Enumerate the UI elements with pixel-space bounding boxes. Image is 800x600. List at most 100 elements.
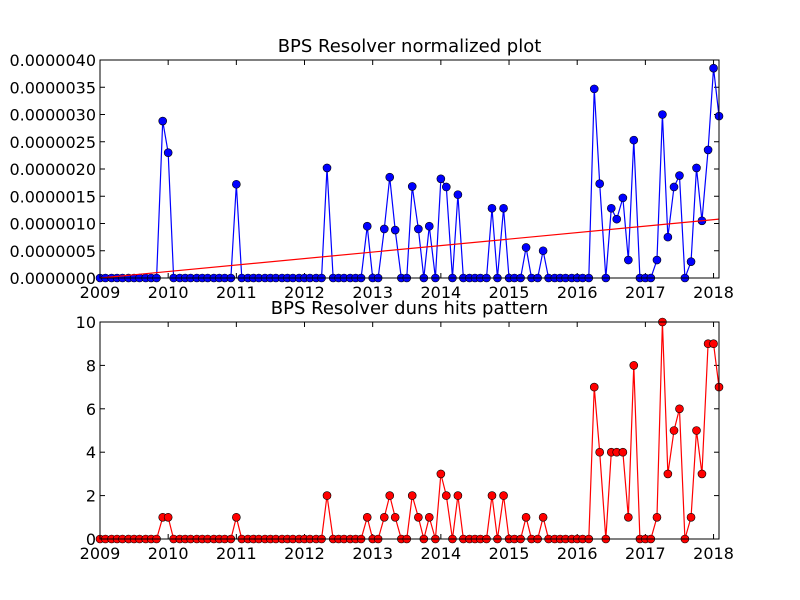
marker: [453, 190, 463, 199]
marker: [487, 203, 497, 213]
marker: [538, 246, 548, 256]
marker: [629, 135, 639, 145]
line: [99, 218, 720, 279]
x-tick-label: 2015: [489, 544, 530, 563]
marker: [362, 512, 372, 522]
marker: [390, 225, 400, 235]
marker: [618, 447, 628, 457]
x-tick-label: 2011: [216, 544, 257, 563]
y-tick-label: 8: [86, 356, 96, 375]
marker: [442, 491, 451, 500]
x-tick-label: 2009: [80, 283, 121, 302]
marker: [595, 447, 604, 457]
marker: [606, 203, 616, 213]
marker: [652, 255, 662, 265]
x-tick-label: 2018: [693, 283, 734, 302]
marker: [589, 84, 599, 94]
marker: [407, 182, 417, 191]
x-tick-label: 2014: [420, 283, 461, 302]
y-tick-label: 0.0000010: [9, 215, 96, 234]
y-tick-label: 0: [86, 530, 96, 549]
plot-frame: [99, 59, 720, 279]
chart-title: BPS Resolver duns hits pattern: [271, 298, 548, 319]
x-tick-label: 2013: [352, 283, 393, 302]
y-tick-label: 0.0000035: [9, 78, 96, 97]
x-tick-label: 2011: [216, 283, 257, 302]
y-tick-label: 0.0000025: [9, 133, 96, 152]
marker: [669, 426, 679, 435]
marker: [424, 512, 434, 522]
marker: [669, 182, 679, 192]
y-tick-label: 0.0000020: [9, 160, 96, 179]
y-tick-label: 10: [76, 313, 96, 332]
line: [100, 68, 720, 279]
marker: [663, 469, 673, 479]
marker: [612, 214, 622, 224]
y-tick-label: 0.0000015: [9, 187, 96, 206]
x-tick-label: 2012: [284, 283, 325, 302]
marker: [436, 174, 446, 184]
marker: [538, 512, 548, 522]
marker: [692, 163, 701, 173]
marker: [703, 145, 713, 155]
x-tick-label: 2012: [284, 544, 325, 563]
marker: [697, 469, 707, 479]
marker: [618, 193, 628, 203]
y-tick-label: 2: [86, 487, 96, 506]
chart-title: BPS Resolver normalized plot: [278, 36, 542, 57]
marker: [414, 512, 423, 522]
marker: [414, 224, 423, 234]
marker: [322, 163, 332, 173]
marker: [163, 148, 173, 157]
x-tick-label: 2016: [557, 544, 598, 563]
marker: [595, 179, 604, 189]
marker: [232, 512, 241, 522]
marker: [362, 221, 372, 231]
x-tick-label: 2010: [148, 283, 189, 302]
marker: [624, 512, 633, 522]
y-tick-label: 0.0000030: [9, 106, 96, 125]
marker: [658, 110, 667, 119]
marker: [442, 182, 451, 192]
line: [100, 321, 720, 540]
y-tick-label: 0.0000000: [9, 269, 96, 288]
x-tick-label: 2015: [489, 283, 530, 302]
marker: [499, 491, 508, 500]
x-tick-label: 2013: [352, 544, 393, 563]
marker: [686, 512, 696, 522]
marker: [407, 491, 417, 500]
marker: [379, 512, 389, 522]
y-tick-label: 0.0000040: [9, 51, 96, 70]
marker: [675, 171, 684, 180]
marker: [158, 116, 168, 126]
x-tick-label: 2009: [80, 544, 121, 563]
marker: [692, 426, 701, 435]
marker: [163, 512, 173, 522]
x-tick-label: 2010: [148, 544, 189, 563]
x-tick-label: 2014: [420, 544, 461, 563]
y-tick-label: 4: [86, 443, 96, 462]
marker: [232, 179, 241, 189]
marker: [709, 63, 718, 73]
marker: [686, 257, 696, 266]
x-tick-label: 2016: [557, 283, 598, 302]
marker: [424, 221, 434, 231]
y-tick-label: 0.0000005: [9, 242, 96, 261]
marker: [589, 382, 599, 392]
marker: [390, 512, 400, 522]
x-tick-label: 2017: [625, 283, 666, 302]
y-tick-label: 6: [86, 400, 96, 419]
marker: [652, 512, 662, 522]
marker: [521, 243, 531, 252]
marker: [385, 491, 395, 500]
marker: [624, 255, 633, 265]
x-tick-label: 2018: [693, 544, 734, 563]
marker: [663, 232, 673, 242]
marker: [379, 224, 389, 234]
marker: [709, 339, 718, 349]
marker: [629, 361, 639, 370]
marker: [322, 491, 332, 500]
marker: [385, 172, 395, 182]
marker: [436, 469, 446, 479]
